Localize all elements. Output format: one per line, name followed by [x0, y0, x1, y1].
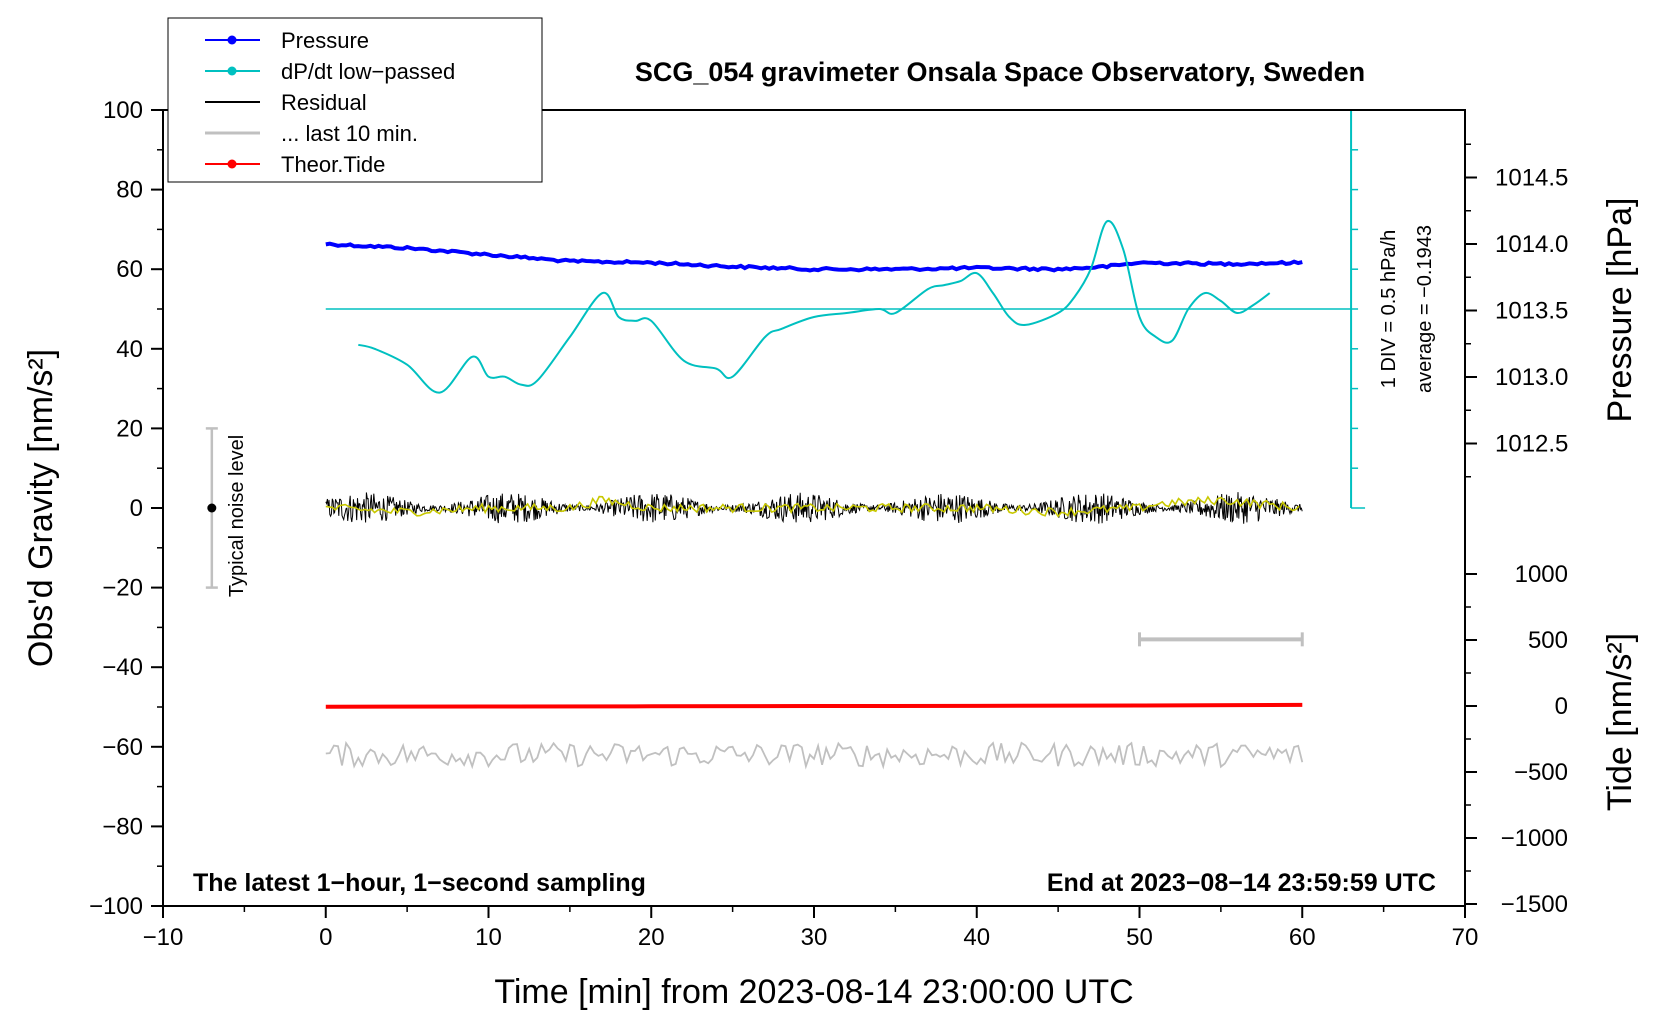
legend-marker-5: [227, 159, 237, 169]
x-tick-label: 40: [963, 924, 990, 951]
y-tick-label: 80: [116, 177, 143, 204]
y-tick-label: −80: [102, 813, 143, 840]
legend-label-5: Theor.Tide: [281, 152, 385, 177]
chart-title: SCG_054 gravimeter Onsala Space Observat…: [635, 57, 1365, 87]
tide-tick-label: 0: [1555, 693, 1568, 720]
y-tick-label: 40: [116, 336, 143, 363]
pressure-tick-label: 1014.5: [1495, 165, 1568, 192]
annotation-sampling: The latest 1−hour, 1−second sampling: [193, 869, 646, 897]
y-axis-pressure: 1012.5 1013.0 1013.5 1014.0 1014.5: [1465, 143, 1568, 478]
x-axis-title: Time [min] from 2023-08-14 23:00:00 UTC: [494, 973, 1133, 1011]
legend: Pressure dP/dt low−passed Residual ... last…: [167, 17, 543, 183]
y-tick-label: −100: [89, 893, 143, 920]
legend-label-1: Pressure: [281, 28, 369, 53]
series-layer: [205, 109, 1366, 770]
tide-tick-label: 1000: [1515, 561, 1568, 588]
series-dpdt: [358, 219, 1271, 394]
series-pressure: [325, 241, 1303, 273]
pressure-tick-label: 1014.0: [1495, 231, 1568, 258]
y-tick-label: 100: [103, 97, 143, 124]
series-residual: [325, 492, 1303, 524]
y-tick-label: −60: [102, 734, 143, 761]
pressure-tick-label: 1013.5: [1495, 298, 1568, 325]
y-axis-tide-title: Tide [nm/s²]: [1601, 633, 1639, 811]
y-axis-left-title: Obs'd Gravity [nm/s²]: [22, 349, 60, 667]
x-tick-label: 30: [801, 924, 828, 951]
series-residual-smoothed: [325, 495, 1300, 518]
tide-tick-label: −1000: [1501, 825, 1568, 852]
pressure-tick-label: 1013.0: [1495, 364, 1568, 391]
series-theoretical-tide: [325, 702, 1303, 709]
dpdt-average-label: average = −0.1943: [1414, 225, 1436, 393]
x-tick-label: 20: [638, 924, 665, 951]
legend-label-4: ... last 10 min.: [281, 121, 418, 146]
tide-tick-label: −500: [1514, 759, 1568, 786]
y-axis-left: −100 −80 −60 −40 −20 0 20 40 60 80 100: [89, 97, 163, 920]
noise-level-label: Typical noise level: [226, 435, 248, 597]
legend-label-2: dP/dt low−passed: [281, 59, 455, 84]
y-tick-label: −40: [102, 654, 143, 681]
legend-label-3: Residual: [281, 90, 367, 115]
y-tick-label: 60: [116, 256, 143, 283]
noise-bar-center: [207, 503, 217, 513]
x-tick-label: 10: [475, 924, 502, 951]
y-axis-tide: 1000 500 0 −500 −1000 −1500: [1465, 561, 1568, 918]
legend-marker-1: [227, 35, 237, 45]
tide-tick-label: 500: [1528, 627, 1568, 654]
x-tick-label: 50: [1126, 924, 1153, 951]
legend-box: [167, 17, 543, 183]
tide-tick-label: −1500: [1501, 891, 1568, 918]
x-tick-label: 60: [1289, 924, 1316, 951]
x-tick-label: −10: [143, 924, 184, 951]
legend-marker-2: [227, 66, 237, 76]
y-tick-label: −20: [102, 575, 143, 602]
x-tick-label: 70: [1452, 924, 1479, 951]
dpdt-div-label: 1 DIV = 0.5 hPa/h: [1378, 230, 1400, 388]
y-tick-label: 0: [130, 495, 143, 522]
y-tick-label: 20: [116, 415, 143, 442]
x-tick-label: 0: [319, 924, 332, 951]
annotation-end-time: End at 2023−08−14 23:59:59 UTC: [1047, 869, 1436, 897]
y-axis-pressure-title: Pressure [hPa]: [1601, 198, 1639, 423]
x-axis: −10 0 10 20 30 40 50 60 70: [143, 906, 1479, 951]
series-last-10-min: [325, 740, 1304, 770]
pressure-tick-label: 1012.5: [1495, 431, 1568, 458]
